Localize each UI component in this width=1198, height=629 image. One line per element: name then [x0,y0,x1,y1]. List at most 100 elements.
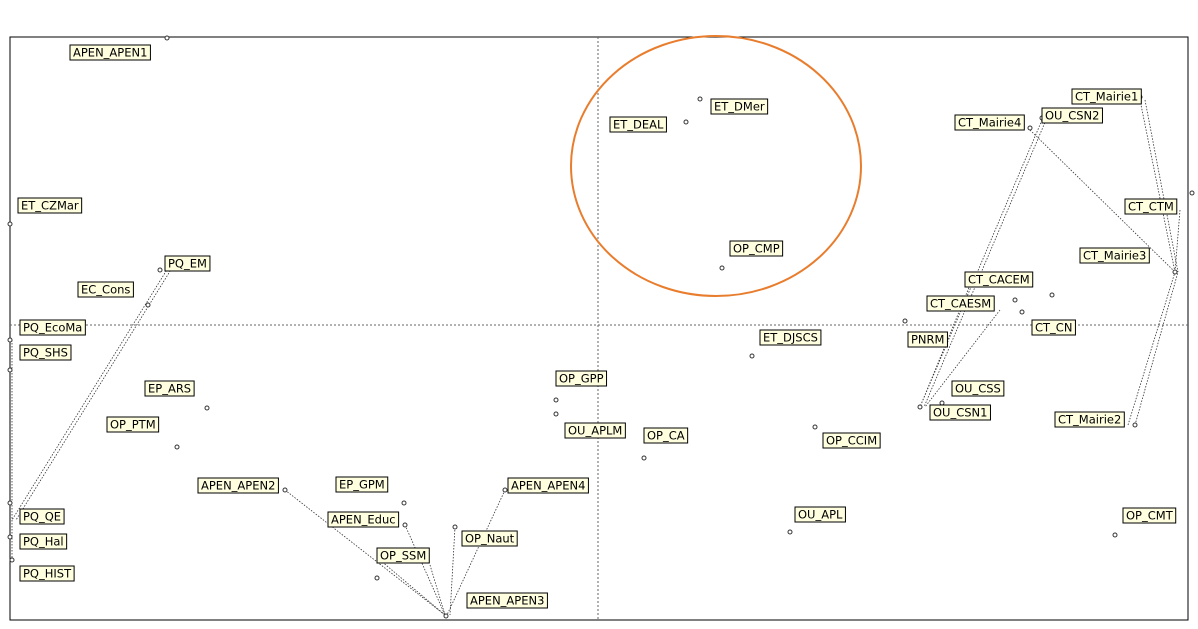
node-label: OU_APLM [568,424,622,438]
node-point [7,367,13,373]
node: APEN_Educ [327,511,408,528]
node-point [204,405,210,411]
link [1029,99,1181,426]
node: CT_CTM [1124,190,1195,215]
node-label-box [335,476,389,493]
node: CT_CN [1019,309,1076,336]
node-label: OU_CSS [955,382,1001,396]
link [919,119,1047,408]
node-label: OP_SSM [380,549,426,563]
node: OP_SSM [374,547,430,581]
node-label-box [466,592,548,609]
node-label-box [609,116,667,133]
node-label-box [729,240,784,257]
node-label-box [954,114,1025,131]
node-point [443,613,449,619]
node-label-box [1054,411,1125,428]
node-label-box [951,380,1005,397]
node-point [1027,125,1033,131]
node-label-box [19,565,75,582]
node-point [749,353,755,359]
node: CT_Mairie2 [1054,411,1138,428]
node-point [145,302,151,308]
node-label: CT_CAESM [930,297,991,311]
node-label-box [376,547,430,564]
node-label: CT_Mairie4 [958,116,1021,130]
node-point [1132,422,1138,428]
node-point [683,119,689,125]
node-point [374,575,380,581]
node: APEN_APEN1 [69,35,170,61]
node: APEN_APEN3 [443,592,548,619]
node-point [787,529,793,535]
node: EP_GPM [335,476,407,506]
node-label-box [907,331,948,348]
node-label: OP_CA [647,429,685,443]
node-point [1112,532,1118,538]
node-label-box [1079,247,1150,264]
node: OP_CMT [1112,507,1177,538]
node-label-box [461,530,518,547]
node-label: OU_CSN1 [933,406,987,420]
node-label: PQ_EcoMa [23,321,82,335]
node: OP_PTM [106,416,180,450]
node-point [452,524,458,530]
node-label: PQ_Hal [23,535,64,549]
node: ET_DJSCS [749,329,822,359]
node-label: EC_Cons [81,283,130,297]
node-label: PQ_SHS [23,346,68,360]
node: OP_CMP [719,240,784,271]
node-label-box [929,404,991,421]
node: PQ_QE [7,500,65,525]
node: PQ_Hal [7,533,68,550]
node: CT_Mairie1 [1071,88,1143,105]
node-point [402,522,408,528]
node: PQ_SHS [7,344,72,373]
node-label-box [19,344,72,361]
node-point [282,487,288,493]
node: OP_GPP [553,370,608,403]
node-point [502,487,508,493]
node-label: ET_CZMar [21,199,79,213]
node-point [9,557,15,563]
node-label-box [106,416,160,433]
node-label: APEN_APEN1 [73,46,147,60]
node-label: ET_DEAL [613,118,664,132]
node-point [7,534,13,540]
node-label-box [1031,319,1076,336]
node-point [697,96,703,102]
node-label: APEN_APEN4 [511,479,585,493]
frame [9,36,1189,621]
node: ET_DMer [697,96,769,115]
node-label-box [1071,88,1142,105]
links [11,99,1181,616]
node-point [1012,297,1018,303]
node-point [553,411,559,417]
node: PNRM [902,318,948,348]
node-label-box [964,271,1034,288]
node: OU_CSS [939,380,1005,406]
node-label-box [822,432,881,449]
node-label: PQ_HIST [23,567,72,581]
node-label: PQ_EM [168,257,207,271]
node: OU_APL [787,506,846,535]
node: CT_Mairie4 [954,114,1033,131]
node-label-box [17,197,83,214]
node-point [1019,309,1025,315]
node-label-box [19,508,65,525]
node-label-box [555,370,608,387]
node-label: CT_Mairie1 [1075,90,1138,104]
node-point [939,400,945,406]
node-label: ET_DJSCS [763,331,818,345]
node-label: OP_CCIM [826,434,877,448]
node-label-box [19,319,86,336]
node: OP_Naut [452,524,518,547]
node-point [164,35,170,41]
node-label: CT_Mairie3 [1083,249,1146,263]
node-point [902,318,908,324]
node-label: CT_CTM [1128,200,1174,214]
node: CT_CACEM [964,271,1055,298]
node-label: CT_CACEM [968,273,1030,287]
node-label: OU_APL [798,508,843,522]
